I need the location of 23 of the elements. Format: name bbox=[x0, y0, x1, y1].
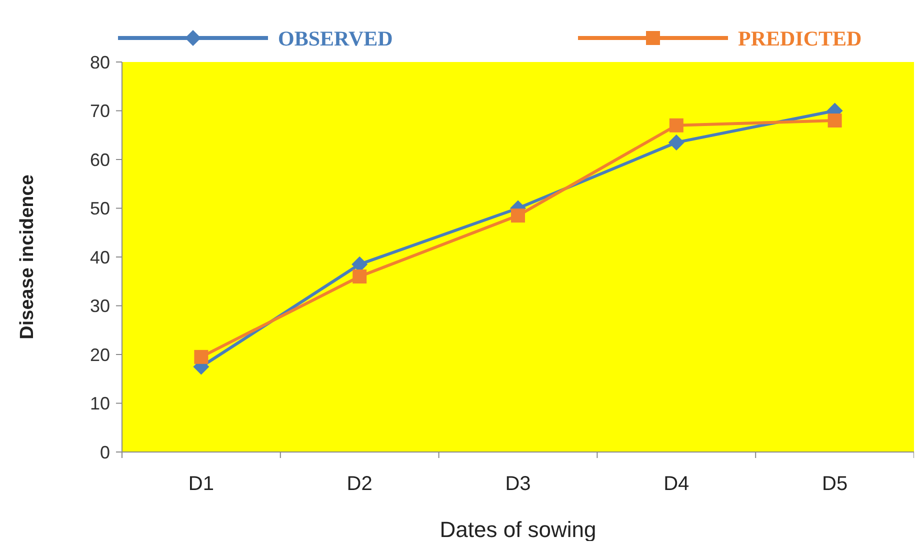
x-tick-label: D2 bbox=[346, 473, 372, 495]
point bbox=[668, 134, 684, 150]
point bbox=[828, 114, 842, 128]
y-tick-label: 70 bbox=[90, 101, 110, 122]
x-tick-label: D3 bbox=[505, 473, 531, 495]
x-tick-label: D5 bbox=[822, 473, 848, 495]
y-tick-label: 10 bbox=[90, 394, 110, 414]
y-tick-label: 80 bbox=[90, 52, 110, 72]
point bbox=[669, 118, 684, 132]
point bbox=[352, 270, 367, 284]
y-tick-label: 40 bbox=[90, 247, 110, 268]
y-tick-label: 30 bbox=[90, 296, 110, 316]
y-tick-label: 50 bbox=[90, 198, 110, 219]
x-tick-label: D4 bbox=[664, 473, 690, 495]
point bbox=[511, 208, 525, 223]
y-tick-label: 60 bbox=[90, 150, 110, 170]
x-tick-label: D1 bbox=[188, 473, 214, 495]
y-tick-label: 20 bbox=[90, 344, 110, 365]
y-tick-label: 0 bbox=[100, 442, 110, 462]
text: OBSERVED bbox=[278, 26, 393, 50]
y-axis-title: Disease incidence bbox=[17, 174, 38, 340]
text: PREDICTED bbox=[738, 26, 862, 50]
point bbox=[194, 350, 208, 364]
